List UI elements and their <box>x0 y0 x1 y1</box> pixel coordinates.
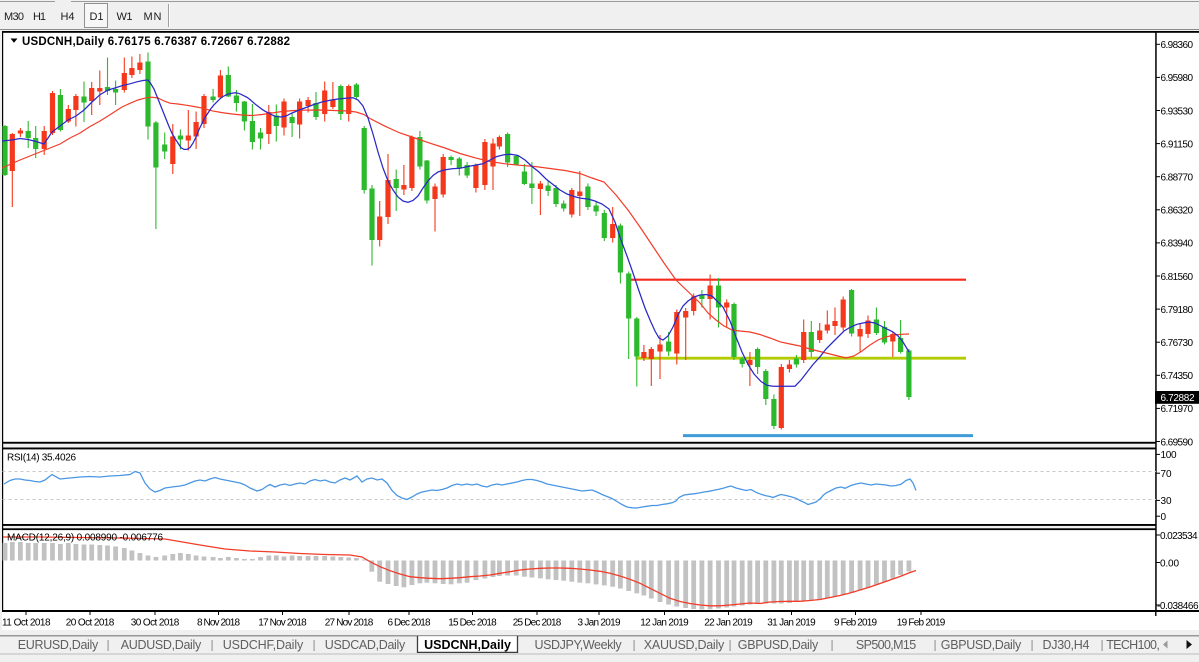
svg-text:GBPUSD,Daily: GBPUSD,Daily <box>738 638 819 652</box>
svg-text:MACD(12,26,9) 0.008990 -0.0067: MACD(12,26,9) 0.008990 -0.006776 <box>7 533 163 544</box>
svg-text:9 Feb 2019: 9 Feb 2019 <box>834 618 877 629</box>
svg-text:0.023534: 0.023534 <box>1160 531 1198 542</box>
svg-text:70: 70 <box>1161 469 1172 480</box>
svg-text:6.69590: 6.69590 <box>1161 437 1194 448</box>
svg-text:6.81560: 6.81560 <box>1161 272 1194 283</box>
svg-text:|: | <box>312 638 315 652</box>
svg-text:30: 30 <box>1161 496 1172 507</box>
svg-text:22 Jan 2019: 22 Jan 2019 <box>704 618 753 629</box>
svg-text:20 Oct 2018: 20 Oct 2018 <box>66 618 115 629</box>
svg-text:MN: MN <box>144 11 162 23</box>
svg-text:31 Jan 2019: 31 Jan 2019 <box>767 618 816 629</box>
svg-text:AUDUSD,Daily: AUDUSD,Daily <box>121 638 202 652</box>
svg-text:6.95980: 6.95980 <box>1161 73 1194 84</box>
svg-text:6.88770: 6.88770 <box>1161 173 1194 184</box>
svg-text:6.72882: 6.72882 <box>1161 393 1195 404</box>
svg-text:D1: D1 <box>90 11 104 23</box>
svg-text:|: | <box>632 638 635 652</box>
svg-text:USDJPY,Weekly: USDJPY,Weekly <box>535 638 623 652</box>
svg-text:8 Nov 2018: 8 Nov 2018 <box>197 618 240 629</box>
svg-text:W1: W1 <box>117 11 133 23</box>
svg-text:USDCNH,Daily 6.76175 6.76387: USDCNH,Daily 6.76175 6.76387 6.72667 6.7… <box>22 36 290 48</box>
svg-text:|: | <box>728 638 731 652</box>
svg-text:EURUSD,Daily: EURUSD,Daily <box>18 638 99 652</box>
svg-text:6.93530: 6.93530 <box>1161 106 1194 117</box>
svg-text:M30: M30 <box>4 11 24 23</box>
svg-text:H1: H1 <box>33 11 46 23</box>
svg-text:30 Oct 2018: 30 Oct 2018 <box>131 618 180 629</box>
svg-text:15 Dec 2018: 15 Dec 2018 <box>448 618 497 629</box>
svg-text:6.71970: 6.71970 <box>1161 404 1194 415</box>
svg-text:6.79180: 6.79180 <box>1161 305 1194 316</box>
svg-text:|: | <box>933 638 936 652</box>
svg-text:SP500,M15: SP500,M15 <box>856 638 916 652</box>
svg-text:12 Jan 2019: 12 Jan 2019 <box>640 618 689 629</box>
svg-text:19 Feb 2019: 19 Feb 2019 <box>897 618 946 629</box>
svg-text:11 Oct 2018: 11 Oct 2018 <box>2 618 51 629</box>
svg-text:6 Dec 2018: 6 Dec 2018 <box>388 618 431 629</box>
svg-text:100: 100 <box>1161 450 1177 461</box>
svg-text:-0.038466: -0.038466 <box>1157 601 1199 612</box>
svg-text:DJ30,H4: DJ30,H4 <box>1043 638 1090 652</box>
svg-text:USDCHF,Daily: USDCHF,Daily <box>223 638 304 652</box>
svg-text:25 Dec 2018: 25 Dec 2018 <box>513 618 562 629</box>
svg-text:USDCAD,Daily: USDCAD,Daily <box>325 638 406 652</box>
svg-text:|: | <box>1100 638 1103 652</box>
svg-text:6.91150: 6.91150 <box>1161 139 1194 150</box>
svg-text:|: | <box>210 638 213 652</box>
svg-text:|: | <box>106 638 109 652</box>
svg-text:H4: H4 <box>61 11 75 23</box>
svg-text:6.98360: 6.98360 <box>1161 40 1194 51</box>
svg-text:3 Jan 2019: 3 Jan 2019 <box>578 618 621 629</box>
svg-text:6.86320: 6.86320 <box>1161 206 1194 217</box>
svg-text:6.83940: 6.83940 <box>1161 239 1194 250</box>
svg-text:USDCNH,Daily: USDCNH,Daily <box>424 638 511 652</box>
svg-text:0: 0 <box>1161 512 1167 523</box>
svg-text:6.74350: 6.74350 <box>1161 371 1194 382</box>
svg-text:GBPUSD,Daily: GBPUSD,Daily <box>941 638 1022 652</box>
svg-text:0.00: 0.00 <box>1160 558 1179 569</box>
svg-text:|: | <box>1030 638 1033 652</box>
svg-text:XAUUSD,Daily: XAUUSD,Daily <box>644 638 725 652</box>
svg-text:|: | <box>830 638 833 652</box>
svg-text:RSI(14) 35.4026: RSI(14) 35.4026 <box>7 453 76 464</box>
svg-text:27 Nov 2018: 27 Nov 2018 <box>325 618 374 629</box>
svg-text:TECH100,: TECH100, <box>1106 638 1160 652</box>
svg-text:17 Nov 2018: 17 Nov 2018 <box>258 618 307 629</box>
svg-text:6.76730: 6.76730 <box>1161 338 1194 349</box>
